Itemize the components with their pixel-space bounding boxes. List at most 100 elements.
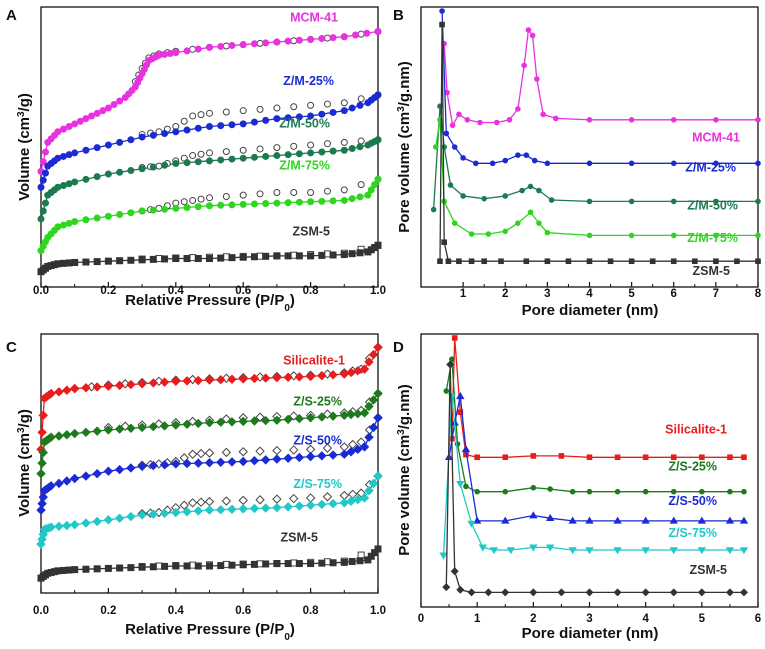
adsorption-point (364, 485, 374, 496)
adsorption-point (250, 200, 258, 208)
distribution-point (523, 258, 530, 265)
adsorption-point (54, 567, 62, 575)
adsorption-point (93, 109, 101, 117)
series-zsm-5: ZSM-5 (442, 360, 748, 597)
adsorption-point (114, 464, 125, 475)
adsorption-point (228, 561, 236, 569)
desorption-point (255, 412, 265, 422)
adsorption-point (272, 415, 282, 425)
distribution-point (727, 488, 733, 495)
adsorption-point (356, 101, 364, 109)
series-mcm-41: MCM-41 (37, 10, 382, 175)
adsorption-point (59, 566, 67, 574)
adsorption-point (374, 545, 382, 553)
series-label: Z/S-50% (668, 494, 717, 508)
desorption-point (307, 189, 315, 197)
series-label: Z/S-25% (668, 460, 717, 474)
desorption-point (206, 109, 213, 117)
adsorption-point (249, 455, 260, 466)
adsorption-point (329, 197, 337, 205)
adsorption-point (262, 116, 270, 124)
adsorption-point (182, 507, 192, 517)
adsorption-point (260, 455, 271, 465)
distribution-point (692, 258, 698, 265)
distribution-point (586, 117, 593, 123)
adsorption-point (249, 503, 260, 514)
distribution-point (713, 117, 719, 123)
adsorption-point (227, 457, 237, 467)
adsorption-point (250, 253, 258, 261)
x-tick-label: 7 (713, 288, 719, 300)
distribution-point (697, 588, 706, 597)
adsorption-point (262, 200, 270, 208)
distribution-point (442, 583, 451, 592)
distribution-point (628, 117, 635, 123)
adsorption-point (41, 199, 49, 207)
adsorption-point (307, 252, 315, 260)
adsorption-point (206, 255, 213, 263)
series-zsm-5: ZSM-5 (37, 224, 382, 276)
desorption-point (357, 181, 365, 189)
adsorption-point (239, 41, 247, 49)
desorption-point (222, 108, 230, 116)
distribution-line (435, 119, 758, 237)
adsorption-point (329, 34, 337, 42)
adsorption-point (116, 168, 124, 176)
distribution-point (614, 488, 621, 495)
adsorption-point (273, 38, 281, 46)
distribution-point (641, 547, 650, 555)
x-tick-label: 0.6 (235, 285, 251, 297)
series-silicalite-1: Silicalite-1 (36, 342, 383, 455)
distribution-point (536, 187, 542, 194)
panel-d-xlabel: Pore diameter (nm) (522, 625, 659, 642)
adsorption-point (159, 421, 170, 431)
adsorption-point (307, 560, 315, 568)
adsorption-point (204, 417, 215, 428)
adsorption-point (363, 29, 371, 37)
adsorption-point (59, 221, 67, 229)
adsorption-point (92, 382, 102, 392)
distribution-point (467, 520, 476, 528)
adsorption-point (161, 50, 169, 58)
adsorption-point (194, 255, 202, 263)
desorption-point (272, 494, 282, 504)
adsorption-point (62, 476, 72, 486)
adsorption-point (371, 181, 379, 189)
x-tick-label: 0.8 (303, 285, 320, 297)
adsorption-point (346, 447, 356, 457)
adsorption-point (172, 128, 180, 136)
distribution-point (755, 232, 761, 239)
adsorption-point (262, 560, 270, 568)
adsorption-point (65, 566, 73, 574)
distribution-point (548, 197, 555, 203)
series-label: Z/M-75% (279, 158, 330, 172)
adsorption-point (127, 209, 135, 217)
adsorption-point (307, 198, 315, 206)
adsorption-point (348, 558, 356, 566)
distribution-point (553, 115, 559, 122)
adsorption-point (352, 31, 360, 39)
distribution-point (586, 488, 593, 495)
adsorption-point (41, 169, 49, 177)
adsorption-point (340, 196, 348, 204)
adsorption-point (348, 104, 356, 112)
adsorption-point (374, 241, 382, 249)
distribution-point (546, 513, 555, 521)
distribution-point (699, 454, 705, 461)
adsorption-point (348, 145, 356, 153)
adsorption-point (166, 49, 174, 57)
panel-a-series: MCM-41 Z/M-25% Z/M-50% Z/M-75% ZSM-5 (37, 10, 382, 276)
distribution-point (463, 483, 469, 490)
series-z-m-50-: Z/M-50% (430, 103, 761, 213)
adsorption-point (149, 163, 157, 171)
adsorption-point (284, 114, 292, 122)
adsorption-point (103, 425, 114, 435)
adsorption-point (65, 151, 73, 159)
adsorption-point (284, 151, 292, 159)
adsorption-point (137, 379, 147, 389)
adsorption-point (148, 421, 159, 432)
distribution-point (478, 544, 487, 552)
adsorption-point (346, 496, 356, 506)
distribution-point (585, 516, 594, 524)
adsorption-point (37, 458, 47, 468)
